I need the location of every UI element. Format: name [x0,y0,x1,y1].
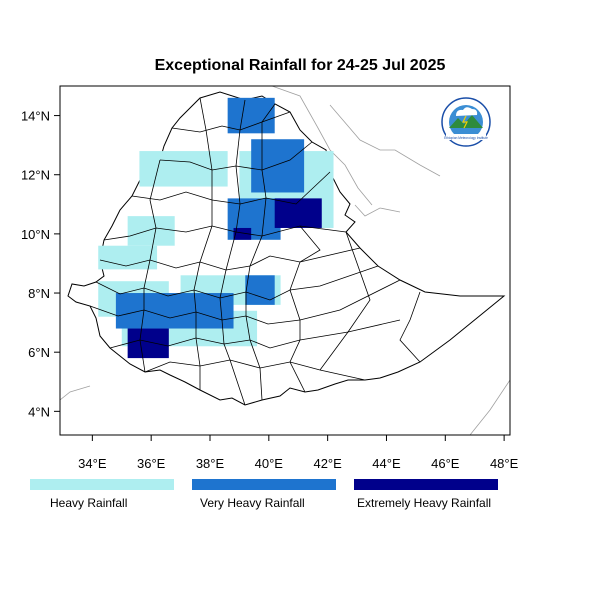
somalia-border-line [469,379,510,435]
regional-boundaries [89,97,421,406]
neighbor-borders [60,86,510,435]
djibouti-border-line [354,204,401,217]
legend-label-extreme: Extremely Heavy Rainfall [357,496,492,510]
rainfall-area-heavy [127,216,175,246]
x-tick-label: 46°E [431,456,460,471]
region-boundary [131,171,331,205]
y-tick-label: 12°N [21,168,50,183]
red-sea-coast-line [329,104,441,177]
y-tick-label: 8°N [28,286,50,301]
region-boundary [109,319,401,349]
axis-ticks: 34°E 36°E 38°E 40°E 42°E 44°E 46°E 48°E 4°N 6°N 8°… [21,109,519,471]
logo-text-band [446,134,486,140]
y-tick-label: 14°N [21,109,50,124]
rainfall-area-extreme [127,328,169,359]
logo-lightning [462,115,468,129]
logo-cloud [456,107,478,116]
region-boundary [139,159,161,373]
region-boundary [245,103,276,401]
rainfall-layer [98,97,334,359]
rainfall-area-very-heavy [227,97,275,134]
region-boundary [193,97,213,390]
rainfall-area-very-heavy [115,293,234,329]
rainfall-area-extreme [233,227,252,240]
map-title: Exceptional Rainfall for 24-25 Jul 2025 [154,57,446,74]
x-tick-label: 42°E [313,456,342,471]
region-boundary [319,231,371,371]
kenya-border-line [60,385,91,401]
legend-swatch [192,479,336,490]
meteorology-logo: Ethiopian Meteorology Institute [441,97,491,147]
rainfall-area-very-heavy [251,139,305,193]
x-tick-label: 48°E [490,456,519,471]
legend-label-very-heavy: Very Heavy Rainfall [200,496,305,510]
region-boundary [399,291,421,363]
region-boundary [99,247,361,271]
x-tick-label: 38°E [196,456,225,471]
region-boundary [144,359,366,381]
rainfall-area-heavy [139,151,228,187]
eritrea-border-line [271,86,373,206]
logo-text: Ethiopian Meteorology Institute [444,136,488,140]
rainfall-area-very-heavy [245,275,275,305]
x-tick-label: 36°E [137,456,166,471]
y-tick-label: 4°N [28,404,50,419]
region-boundary [289,225,321,393]
map-frame [59,85,511,436]
y-tick-label: 10°N [21,227,50,242]
region-boundary [171,111,291,133]
rainfall-area-heavy [98,245,158,270]
legend-swatch [354,479,498,490]
x-tick-label: 34°E [78,456,107,471]
logo-mountain [449,115,483,128]
legend [30,479,498,490]
x-tick-label: 44°E [372,456,401,471]
region-boundary [219,99,246,406]
legend-swatch [30,479,174,490]
rainfall-area-extreme [274,198,322,228]
x-tick-label: 40°E [255,456,284,471]
y-tick-label: 6°N [28,345,50,360]
legend-label-heavy: Heavy Rainfall [50,496,128,510]
